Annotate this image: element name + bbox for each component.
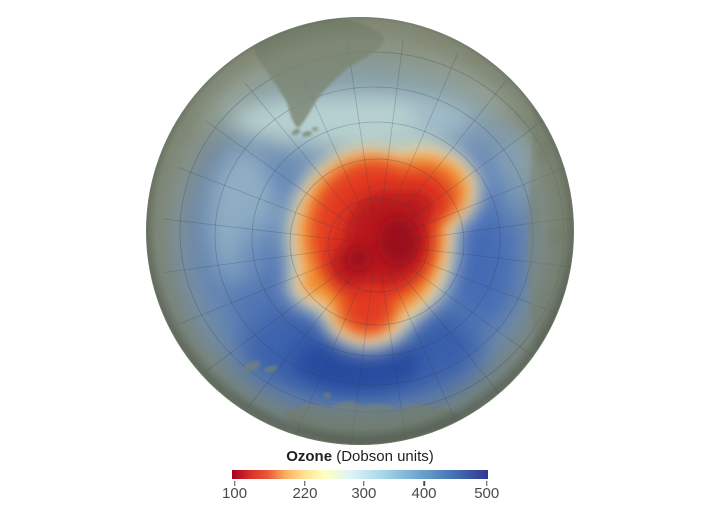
colorbar-tick-label: 100 (222, 485, 248, 502)
colorbar-tick-marks (232, 481, 488, 486)
colorbar-tick-mark (363, 481, 365, 486)
limb-shading (146, 17, 574, 445)
legend-title-variable: Ozone (286, 448, 333, 465)
legend-title: Ozone (Dobson units) (182, 448, 538, 465)
colorbar-tick-labels: 100 220 300 400 500 (222, 485, 499, 503)
colorbar-tick-mark (233, 481, 236, 486)
colorbar-tick-mark (304, 481, 306, 486)
globe-outline (146, 17, 574, 445)
colorbar-tick-label: 220 (292, 485, 318, 502)
colorbar-tick-label: 300 (351, 485, 377, 502)
colorbar (232, 470, 488, 479)
colorbar-tick-mark (423, 481, 425, 486)
colorbar-tick-mark (485, 481, 488, 486)
legend-title-units: (Dobson units) (332, 448, 434, 465)
colorbar-tick-label: 400 (411, 485, 437, 502)
colorbar-tick-label: 500 (474, 485, 500, 502)
